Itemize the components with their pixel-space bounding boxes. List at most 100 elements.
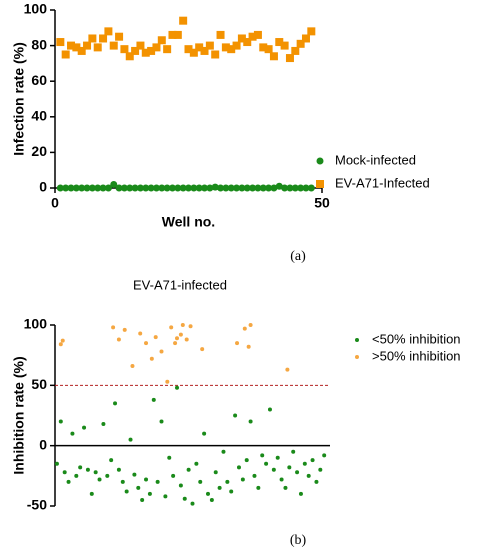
point [140,497,145,502]
point [285,54,294,63]
point [72,43,81,52]
point [232,41,241,50]
point [115,184,123,192]
point [173,30,182,39]
point [158,184,166,192]
legend-marker [316,180,324,188]
point [128,437,133,442]
point [264,45,273,54]
point [318,467,323,472]
y-tick-label: 100 [24,1,48,17]
point [205,491,210,496]
legend-label: Mock-infected [335,152,416,167]
point [62,470,67,475]
point [74,473,79,478]
point [115,32,124,41]
point [307,27,316,36]
point [136,485,141,490]
point [173,341,178,346]
point [116,467,121,472]
point [168,30,177,39]
point [260,453,265,458]
point [93,43,102,52]
y-tick-label: 40 [31,108,47,124]
point [248,32,257,41]
point [78,184,86,192]
point [227,184,235,192]
point [174,184,182,192]
point [269,52,278,61]
point [267,407,272,412]
point [184,337,189,342]
point [314,479,319,484]
point [194,461,199,466]
point [281,184,289,192]
point [264,461,269,466]
point [206,184,214,192]
point [144,341,149,346]
point [248,323,253,327]
legend-label: >50% inhibition [372,348,461,363]
point [61,50,70,59]
point [72,184,80,192]
point [54,461,59,466]
point [101,421,106,426]
point [286,184,294,192]
point [285,367,290,372]
point [275,38,284,47]
point [142,184,150,192]
point [270,184,278,192]
point [322,453,327,458]
point [169,325,174,330]
point [131,184,139,192]
point [163,45,172,54]
y-tick-label: 20 [31,143,47,159]
legend-marker [355,338,359,342]
point [88,34,97,43]
point [88,184,96,192]
point [275,455,280,460]
y-tick-label: 60 [31,72,47,88]
point [229,489,234,494]
point [104,27,113,36]
point [296,39,305,48]
point [221,43,230,52]
point [159,419,164,424]
point [67,184,75,192]
point [238,184,246,192]
point [200,46,209,55]
point [93,470,98,475]
point [236,465,241,470]
point [175,385,180,390]
point [60,338,65,343]
point [99,34,108,43]
point [141,48,150,57]
point [190,184,198,192]
point [152,43,161,52]
point [83,41,92,50]
point [306,473,311,478]
point [246,344,251,349]
x-tick-label: 0 [51,195,59,211]
point [233,184,241,192]
point [217,485,222,490]
point [248,419,253,424]
legend-label: <50% inhibition [372,331,461,346]
point [184,45,193,54]
point [113,401,118,406]
point [301,34,310,43]
y-tick-label: 50 [31,376,47,392]
point [221,449,226,454]
point [171,473,176,478]
point [105,473,110,478]
point [58,419,63,424]
point [178,332,183,337]
point [147,491,152,496]
point [152,184,160,192]
y-axis-label: Inhibition rate (%) [11,356,27,474]
point [211,183,219,191]
point [153,335,158,340]
point [85,467,90,472]
point [111,325,116,330]
point [225,479,230,484]
